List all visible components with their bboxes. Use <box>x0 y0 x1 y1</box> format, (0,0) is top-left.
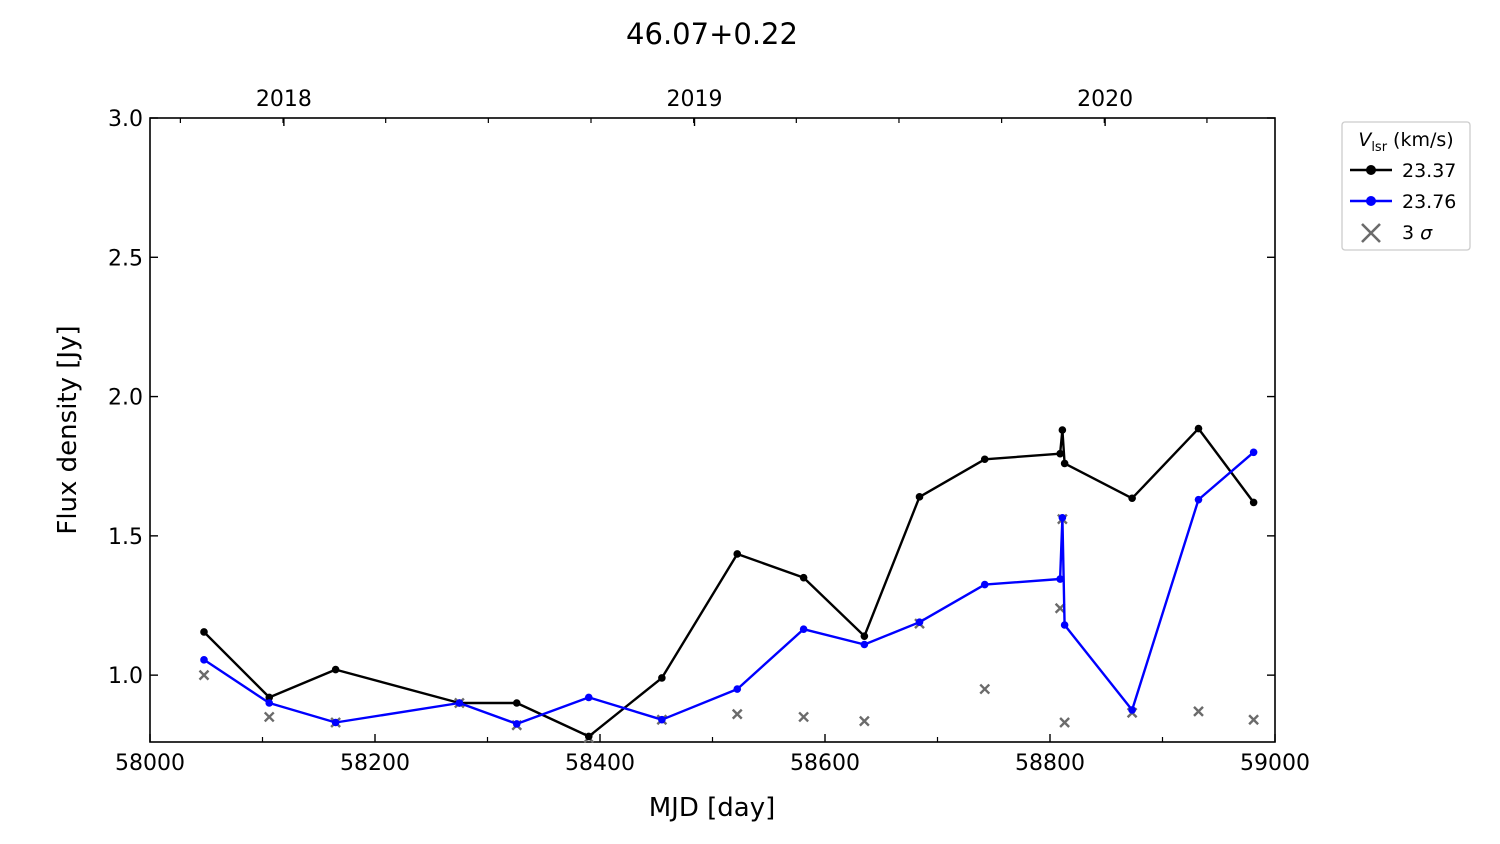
data-point <box>455 699 464 707</box>
plot-frame <box>149 117 1276 743</box>
data-point <box>1056 449 1064 458</box>
y-tick-label: 1.5 <box>108 525 143 550</box>
x-tick-label: 58200 <box>340 751 410 776</box>
data-point <box>1128 494 1136 503</box>
legend-title: Vlsr (km/s) <box>1358 129 1453 155</box>
sigma-point <box>979 683 991 695</box>
legend-title-subscript: lsr <box>1371 140 1387 155</box>
y-tick-label: 3.0 <box>108 107 143 132</box>
chart-title: 46.07+0.22 <box>626 17 798 51</box>
legend-marker-sigma <box>1361 223 1381 243</box>
data-point <box>915 493 924 501</box>
x-axis-label: MJD [day] <box>649 793 776 823</box>
top-tick-label: 2018 <box>256 87 312 112</box>
data-point <box>1056 575 1064 583</box>
sigma-point <box>1193 706 1204 717</box>
legend-sigma-prefix: 3 <box>1402 222 1414 244</box>
data-point <box>980 580 989 589</box>
data-point <box>799 625 808 633</box>
data-point <box>584 732 593 741</box>
data-point <box>658 715 666 724</box>
sigma-point <box>1248 714 1259 726</box>
data-point <box>860 632 869 640</box>
series-3-- <box>198 513 1259 744</box>
y-tick-label: 2.0 <box>108 386 143 411</box>
data-point <box>512 699 521 707</box>
data-point <box>200 628 208 636</box>
sigma-point <box>263 711 275 723</box>
series-line <box>203 427 1255 738</box>
data-point <box>1194 495 1203 504</box>
sigma-point <box>1059 717 1070 728</box>
legend-sigma-symbol: σ <box>1420 222 1433 244</box>
sigma-point <box>198 669 210 681</box>
sigma-point <box>731 708 743 720</box>
data-point <box>1058 513 1067 522</box>
ticks: 58000 58200 58400 58600 58800 59000 2018 2019 20… <box>108 87 1310 776</box>
data-point <box>1128 706 1136 714</box>
data-point <box>512 720 521 728</box>
data-point <box>265 699 274 707</box>
data-point <box>265 693 274 702</box>
sigma-point <box>798 711 809 723</box>
data-point <box>733 550 742 558</box>
data-point <box>1058 426 1067 434</box>
data-point <box>331 665 340 674</box>
data-point <box>1060 459 1069 468</box>
data-point <box>1249 448 1258 457</box>
legend-title-symbol: V <box>1358 129 1373 151</box>
series-line <box>203 451 1255 726</box>
legend-marker-blue <box>1366 196 1376 206</box>
data-point <box>1060 621 1069 629</box>
top-tick-label: 2019 <box>667 87 723 112</box>
data-point <box>331 718 340 727</box>
y-axis-label: Flux density [Jy] <box>53 325 83 534</box>
legend-item-23-76: 23.76 <box>1350 191 1456 213</box>
data-point <box>980 455 989 464</box>
data-point <box>915 618 924 627</box>
legend-label-black: 23.37 <box>1402 160 1456 182</box>
data-point <box>200 656 208 664</box>
legend-title-units: (km/s) <box>1393 129 1454 151</box>
plot-area: 58000 58200 58400 58600 58800 59000 2018 2019 20… <box>108 87 1310 776</box>
x-tick-label: 58600 <box>790 751 860 776</box>
y-tick-label: 1.0 <box>108 664 143 689</box>
data-point <box>1194 424 1203 433</box>
legend-item-23-37: 23.37 <box>1350 160 1456 182</box>
data-point <box>799 573 808 582</box>
x-tick-label: 59000 <box>1240 751 1310 776</box>
y-tick-label: 2.5 <box>108 246 143 271</box>
legend-marker-black <box>1366 165 1376 175</box>
data-point <box>860 640 869 649</box>
data-point <box>658 674 666 682</box>
top-tick-label: 2020 <box>1077 87 1133 112</box>
series-group <box>198 424 1259 744</box>
data-point <box>584 693 593 702</box>
data-point <box>733 685 742 693</box>
legend-frame <box>1341 121 1471 251</box>
sigma-point <box>859 715 870 727</box>
x-tick-label: 58800 <box>1015 751 1085 776</box>
data-point <box>1249 498 1258 507</box>
series-23-76 <box>200 448 1258 728</box>
x-tick-label: 58000 <box>115 751 185 776</box>
x-tick-label: 58400 <box>565 751 635 776</box>
legend-label-blue: 23.76 <box>1402 191 1456 213</box>
